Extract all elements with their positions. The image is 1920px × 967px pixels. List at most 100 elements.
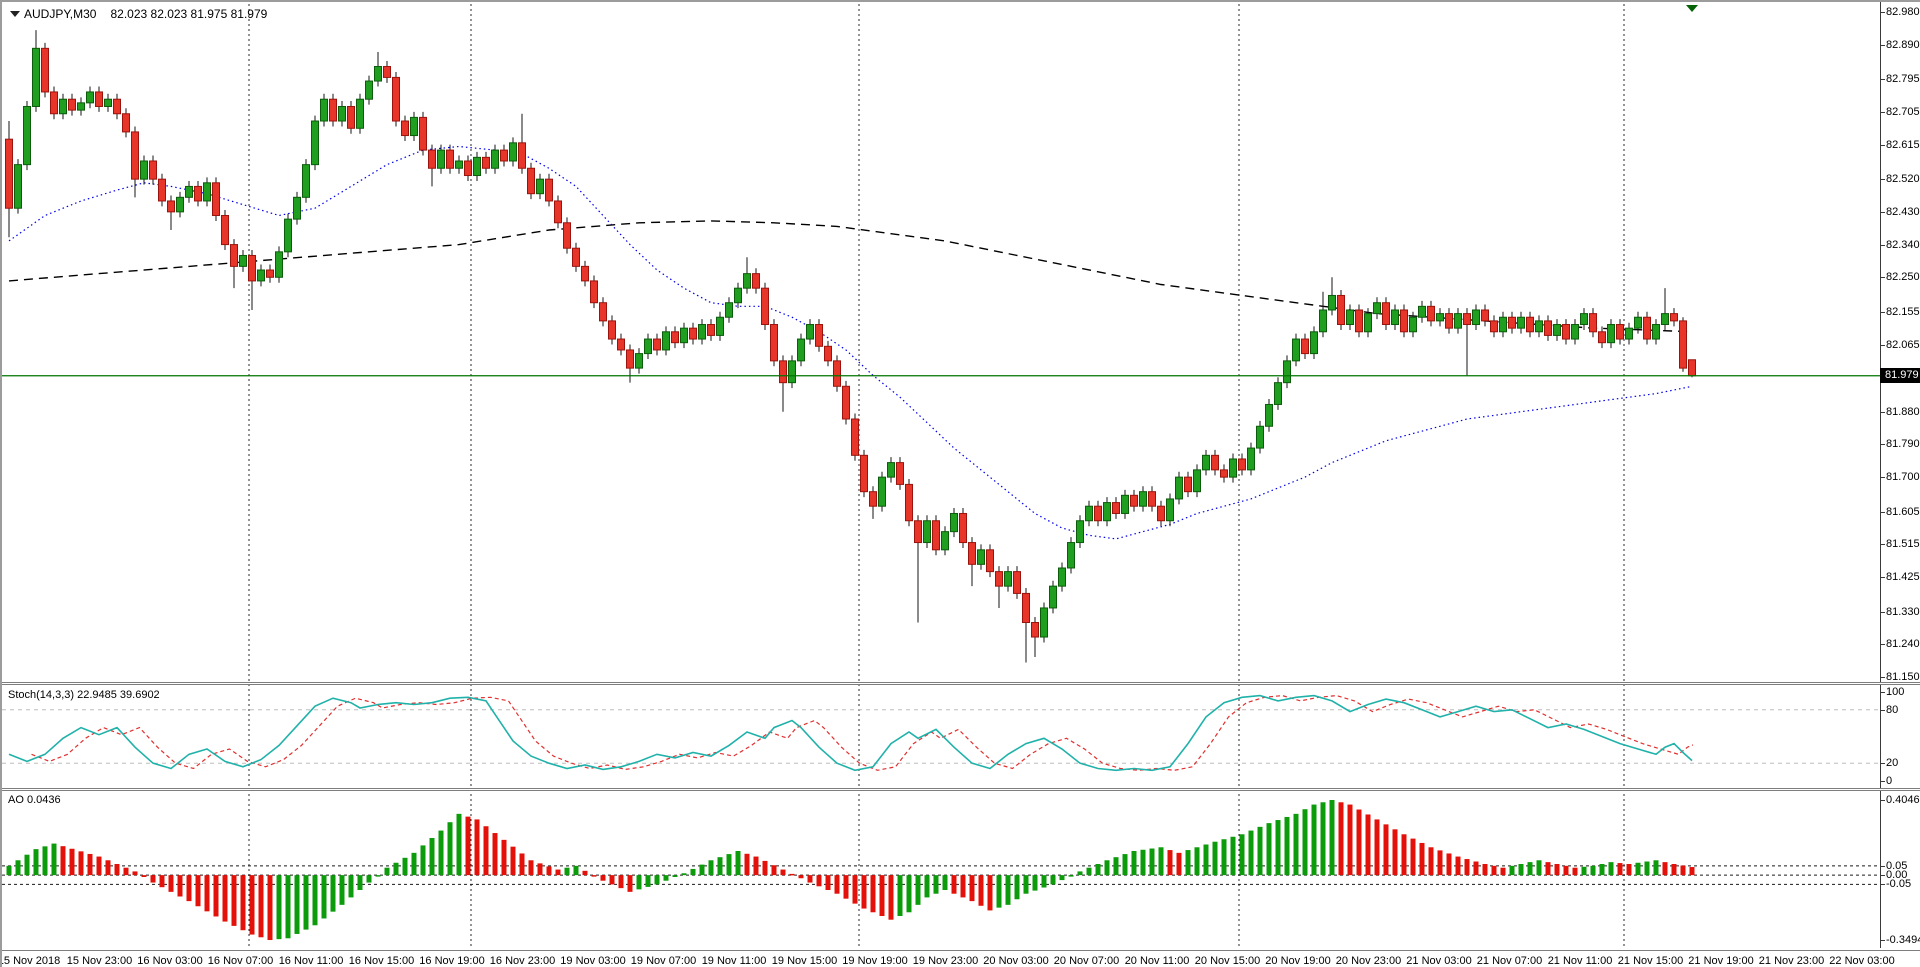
ao-histogram-bar xyxy=(474,819,480,876)
candle-body xyxy=(1283,360,1291,384)
ao-histogram-bar xyxy=(519,853,525,876)
candle-body xyxy=(158,178,166,202)
ao-histogram-bar xyxy=(528,860,534,876)
candle-body xyxy=(1211,454,1219,471)
panel-separator-stoch-ao[interactable] xyxy=(2,788,1920,791)
ao-histogram-bar xyxy=(762,860,768,876)
candle-body xyxy=(1562,324,1570,340)
candle-body xyxy=(734,287,742,304)
ao-histogram-bar xyxy=(33,849,39,876)
candle-body xyxy=(230,244,238,267)
candle-body xyxy=(1643,316,1651,340)
candle-body xyxy=(455,160,463,169)
ao-histogram-bar xyxy=(348,875,354,898)
price-tick-label: 81.700 xyxy=(1886,471,1920,484)
candle-body xyxy=(1517,316,1525,329)
time-axis-label: 15 Nov 23:00 xyxy=(66,955,133,967)
candle-body xyxy=(239,254,247,267)
ao-histogram-bar xyxy=(1302,809,1308,876)
candle-body xyxy=(1382,302,1390,326)
ao-histogram-bar xyxy=(87,853,93,876)
chart-collapse-icon[interactable] xyxy=(10,11,20,17)
ao-histogram-bar xyxy=(915,875,921,905)
ao-histogram-bar xyxy=(402,857,408,876)
ao-histogram-bar xyxy=(1437,850,1443,876)
ao-histogram-bar xyxy=(888,875,894,920)
ao-histogram-bar xyxy=(1617,863,1623,876)
candle-body xyxy=(1193,469,1201,493)
candle-body xyxy=(1625,327,1633,340)
ao-histogram-bar xyxy=(1392,829,1398,876)
candle-body xyxy=(635,353,643,369)
chart-shift-marker-icon[interactable] xyxy=(1686,5,1698,12)
candle-body xyxy=(428,149,436,169)
ao-histogram-bar xyxy=(1473,861,1479,876)
candle-body xyxy=(824,345,832,362)
ao-histogram-bar xyxy=(1626,863,1632,876)
ao-histogram-bar xyxy=(177,875,183,897)
ao-histogram-bar xyxy=(240,875,246,931)
panel-separator-main-stoch[interactable] xyxy=(2,682,1920,685)
ao-histogram-bar xyxy=(771,865,777,876)
candle-body xyxy=(311,120,319,166)
candle-body xyxy=(1040,607,1048,638)
time-axis-label: 22 Nov 03:00 xyxy=(1829,955,1895,967)
time-axis-label: 16 Nov 03:00 xyxy=(137,955,203,967)
axis-tick-mark xyxy=(1880,677,1885,678)
candle-body xyxy=(1265,403,1273,427)
candle-body xyxy=(896,462,904,485)
ao-histogram-bar xyxy=(1239,834,1245,876)
ao-histogram-bar xyxy=(42,846,48,876)
candle-body xyxy=(176,196,184,213)
candle-body xyxy=(1247,447,1255,471)
candle-body xyxy=(977,549,985,565)
ao-histogram-bar xyxy=(1419,842,1425,876)
candle-body xyxy=(50,91,58,115)
time-axis[interactable]: 15 Nov 2018 15 Nov 23:00 16 Nov 03:00 16 No… xyxy=(2,950,1920,967)
ao-histogram-bar xyxy=(1095,863,1101,876)
ao-histogram-bar xyxy=(951,875,957,894)
ao-histogram-bar xyxy=(1545,862,1551,876)
price-chart-canvas[interactable] xyxy=(2,2,1920,950)
candle-body xyxy=(680,327,688,344)
axis-tick-mark xyxy=(1880,644,1885,646)
candle-body xyxy=(185,185,193,198)
ao-tick-label: -0.05 xyxy=(1886,878,1912,891)
candle-body xyxy=(1436,313,1444,322)
ao-histogram-bar xyxy=(1509,865,1515,876)
candle-body xyxy=(1301,338,1309,355)
ao-histogram-bar xyxy=(618,875,624,889)
axis-tick-mark xyxy=(1880,44,1885,46)
candle-body xyxy=(482,156,490,169)
price-tick-label: 81.330 xyxy=(1886,605,1920,618)
candle-body xyxy=(599,302,607,322)
ao-histogram-bar xyxy=(1041,875,1047,888)
ao-histogram-bar xyxy=(1248,830,1254,876)
candle-body xyxy=(149,160,157,180)
candle-body xyxy=(1292,338,1300,362)
ao-histogram-bar xyxy=(492,833,498,876)
ao-histogram-bar xyxy=(1158,847,1164,876)
stoch-tick-label: 100 xyxy=(1886,686,1905,698)
ao-histogram-bar xyxy=(600,875,606,881)
price-tick-label: 81.240 xyxy=(1886,638,1920,651)
ao-histogram-bar xyxy=(1554,863,1560,876)
axis-tick-mark xyxy=(1880,511,1885,513)
candle-body xyxy=(1607,324,1615,344)
candle-body xyxy=(23,105,31,166)
candle-body xyxy=(122,113,130,133)
stoch-tick-label: 0 xyxy=(1886,775,1893,787)
price-tick-label: 81.605 xyxy=(1886,505,1920,518)
ao-histogram-bar xyxy=(852,875,858,904)
axis-tick-mark xyxy=(1880,709,1885,711)
candle-body xyxy=(644,338,652,355)
price-tick-label: 81.515 xyxy=(1886,538,1920,551)
ao-histogram-bar xyxy=(1284,816,1290,876)
axis-tick-mark xyxy=(1880,692,1885,693)
time-axis-label: 20 Nov 07:00 xyxy=(1053,955,1120,967)
candle-body xyxy=(1139,491,1147,507)
candle-body xyxy=(1058,567,1066,587)
candle-body xyxy=(1355,309,1363,333)
ao-histogram-bar xyxy=(24,854,30,876)
candle-body xyxy=(554,200,562,224)
